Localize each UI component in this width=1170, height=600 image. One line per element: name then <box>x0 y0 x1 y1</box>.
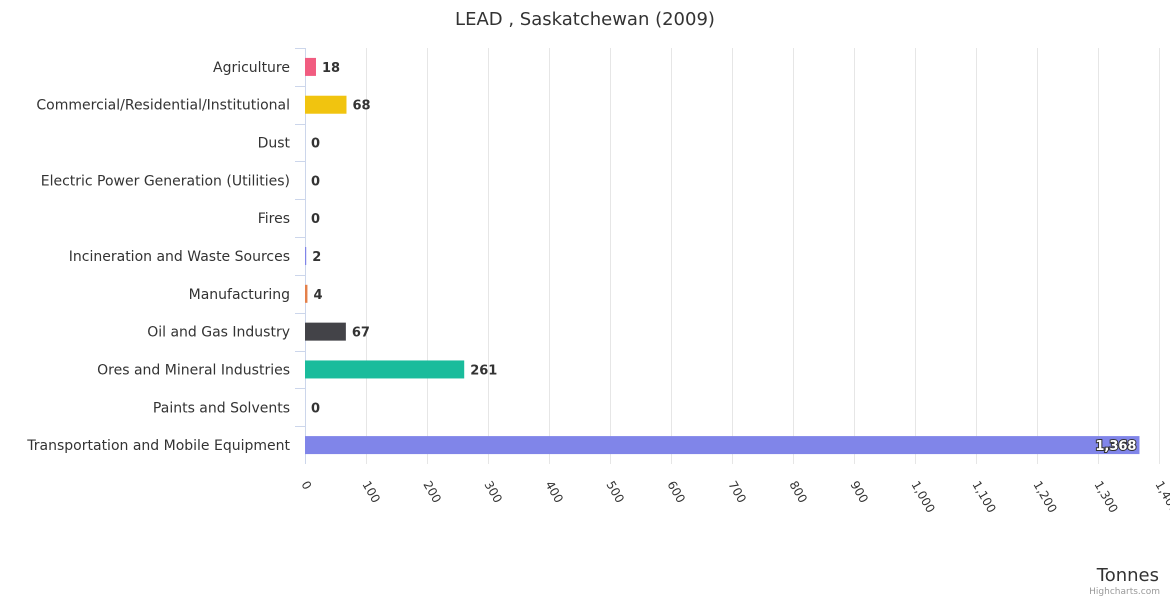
grid-lines <box>295 48 1160 464</box>
data-label: 18 <box>322 61 340 76</box>
tick-label: 700 <box>725 479 749 506</box>
data-label: 67 <box>352 326 370 341</box>
tick-label: 300 <box>481 479 505 506</box>
data-label: 0 <box>311 174 320 189</box>
bar[interactable] <box>305 322 346 341</box>
tick-label: 1,400 <box>1152 479 1170 516</box>
credits-link[interactable]: Highcharts.com <box>1089 587 1160 597</box>
category-label: Electric Power Generation (Utilities) <box>41 173 290 189</box>
tick-label: 100 <box>359 479 383 506</box>
bar[interactable] <box>305 284 308 303</box>
category-label: Ores and Mineral Industries <box>97 362 290 378</box>
tick-label: 400 <box>542 479 566 506</box>
data-label: 0 <box>311 401 320 416</box>
category-label: Commercial/Residential/Institutional <box>36 98 290 114</box>
data-label: 68 <box>352 99 370 114</box>
tick-label: 900 <box>847 479 871 506</box>
bar[interactable] <box>305 436 1140 455</box>
tick-label: 0 <box>298 479 314 493</box>
chart-title: LEAD , Saskatchewan (2009) <box>455 9 715 30</box>
axis-title: Tonnes <box>1096 565 1159 586</box>
data-label: 2 <box>312 250 321 265</box>
category-label: Transportation and Mobile Equipment <box>26 438 290 454</box>
category-label: Manufacturing <box>189 287 290 303</box>
category-labels: Agriculture Commercial/Residential/Instit… <box>26 60 290 454</box>
value-labels: 18 68 0 0 0 2 4 67 261 0 1,368 <box>311 61 1137 455</box>
bar[interactable] <box>305 360 465 379</box>
data-label: 0 <box>311 212 320 227</box>
bars <box>305 57 1140 455</box>
tick-label: 1,200 <box>1030 479 1059 516</box>
category-label: Agriculture <box>213 60 290 76</box>
x-axis-ticks: 0 100 200 300 400 500 600 700 800 900 1,000 1,100 1,… <box>298 479 1170 516</box>
tick-label: 600 <box>664 479 688 506</box>
data-label: 0 <box>311 137 320 152</box>
tick-label: 1,300 <box>1091 479 1120 516</box>
tick-label: 800 <box>786 479 810 506</box>
tick-label: 200 <box>420 479 444 506</box>
bar[interactable] <box>305 247 307 265</box>
data-label: 1,368 <box>1095 439 1136 454</box>
category-label: Fires <box>258 211 290 227</box>
data-label: 4 <box>313 288 322 303</box>
tick-label: 1,100 <box>969 479 998 516</box>
data-label: 261 <box>470 363 497 378</box>
tick-label: 1,000 <box>908 479 937 516</box>
bar[interactable] <box>305 57 316 76</box>
category-label: Oil and Gas Industry <box>147 325 290 341</box>
category-label: Paints and Solvents <box>153 400 290 416</box>
category-label: Incineration and Waste Sources <box>69 249 290 265</box>
tick-label: 500 <box>603 479 627 506</box>
category-label: Dust <box>258 136 291 152</box>
bar[interactable] <box>305 95 347 114</box>
